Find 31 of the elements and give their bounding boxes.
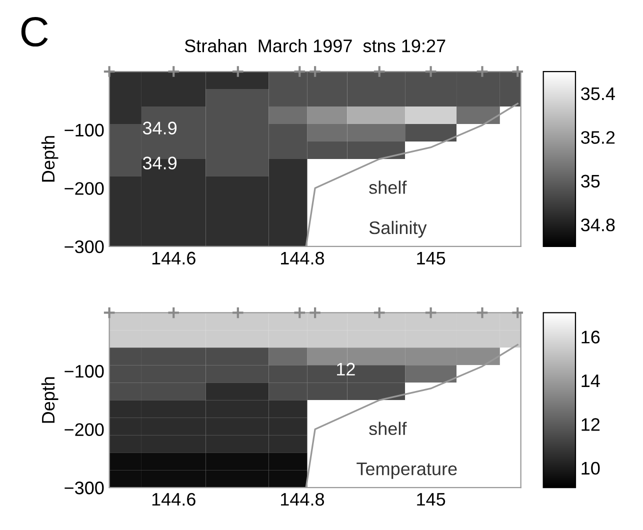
text: C — [21, 17, 48, 47]
chart-title: Strahan March 1997 stns 19:27 — [184, 39, 446, 52]
x-tick-label: 145 — [417, 493, 446, 506]
color-bar-label: 35 — [581, 174, 600, 188]
annotation: 34.9 — [142, 156, 177, 170]
annotation: shelf — [369, 180, 407, 194]
y-tick-label: −200 — [64, 182, 104, 195]
color-bar-label: 12 — [582, 418, 600, 431]
x-tick-label: 144.8 — [281, 252, 324, 265]
y-tick-label: −100 — [64, 124, 104, 137]
x-tick-label: 144.6 — [152, 252, 196, 265]
annotation: Salinity — [369, 220, 427, 238]
color-bar-label: 34.8 — [581, 218, 615, 232]
color-bar-label: 14 — [582, 374, 600, 388]
y-tick-label: −200 — [64, 423, 104, 436]
annotation: Temperature — [356, 462, 457, 479]
color-bar-label: 10 — [582, 462, 600, 475]
x-tick-label: 145 — [417, 252, 446, 265]
y-tick-label: −100 — [64, 364, 104, 378]
annotation: 34.9 — [142, 122, 177, 134]
annotation: shelf — [369, 422, 407, 436]
x-tick-label: 144.8 — [281, 492, 324, 506]
y-tick-label: −300 — [64, 482, 104, 494]
x-tick-label: 144.6 — [152, 492, 196, 506]
color-bar-label: 16 — [582, 330, 600, 344]
color-bar-label: 35.2 — [581, 131, 615, 144]
annotation: 12 — [337, 362, 355, 376]
color-bar-label: 35.4 — [581, 87, 615, 100]
y-tick-label: −300 — [64, 240, 104, 254]
y-axis-title: Depth — [41, 377, 58, 423]
y-axis-title: Depth — [41, 136, 58, 182]
